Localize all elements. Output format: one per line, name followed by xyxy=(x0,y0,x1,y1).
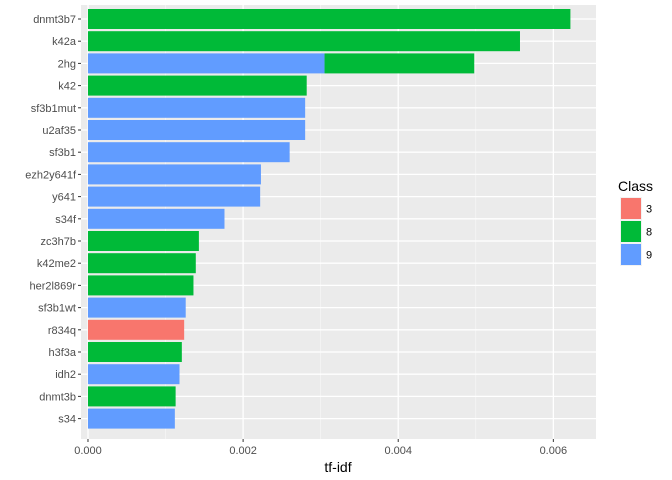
y-tick-label: s34 xyxy=(58,414,76,426)
legend-label-9: 9 xyxy=(646,250,652,262)
bar-u2af35-class-9 xyxy=(87,120,306,140)
y-tick-label: u2af35 xyxy=(42,125,76,137)
bar-her2l869r-class-8 xyxy=(87,275,194,296)
bars xyxy=(87,9,571,429)
bar-s34-class-9 xyxy=(87,408,175,429)
y-tick-label: her2l869r xyxy=(30,280,77,292)
x-axis-title: tf-idf xyxy=(324,459,351,475)
bar-ezh2y641f-class-9 xyxy=(87,164,261,185)
bar-dnmt3b7-class-8 xyxy=(87,9,571,29)
x-tick-label: 0.000 xyxy=(74,445,102,457)
y-tick-label: zc3h7b xyxy=(41,236,76,248)
bar-2hg-class-9 xyxy=(87,53,325,74)
legend: Class 3 8 9 xyxy=(618,178,653,266)
y-tick-label: sf3b1 xyxy=(49,147,76,159)
x-tick-label: 0.004 xyxy=(384,445,412,457)
y-axis: dnmt3b7 k42a 2hg k42 sf3b1mut u2af35 sf3b1 ezh2… xyxy=(25,14,81,426)
y-tick-label: s34f xyxy=(55,214,77,226)
y-tick-label: idh2 xyxy=(55,369,76,381)
bar-2hg-class-8 xyxy=(324,53,475,74)
x-tick-label: 0.006 xyxy=(540,445,568,457)
y-tick-label: h3f3a xyxy=(48,347,76,359)
bar-h3f3a-class-8 xyxy=(87,342,182,362)
bar-k42-class-8 xyxy=(87,75,307,96)
y-tick-label: ezh2y641f xyxy=(25,169,77,181)
y-tick-label: sf3b1mut xyxy=(31,103,76,115)
legend-key-9 xyxy=(621,244,641,265)
legend-title: Class xyxy=(618,178,653,194)
legend-label-3: 3 xyxy=(646,204,652,216)
bar-sf3b1wt-class-9 xyxy=(87,297,186,318)
bar-sf3b1mut-class-9 xyxy=(87,97,306,118)
legend-key-3 xyxy=(621,198,641,219)
bar-k42a-class-8 xyxy=(87,31,520,52)
y-tick-label: 2hg xyxy=(58,58,76,70)
bar-y641-class-9 xyxy=(87,186,261,207)
y-tick-label: r834q xyxy=(48,325,76,337)
bar-dnmt3b-class-8 xyxy=(87,386,176,407)
bar-zc3h7b-class-8 xyxy=(87,231,199,251)
y-tick-label: k42 xyxy=(58,81,76,93)
bar-idh2-class-9 xyxy=(87,364,180,385)
legend-label-8: 8 xyxy=(646,227,652,239)
x-tick-label: 0.002 xyxy=(229,445,257,457)
legend-key-8 xyxy=(621,221,641,242)
y-tick-label: y641 xyxy=(52,192,76,204)
x-axis: 0.000 0.002 0.004 0.006 xyxy=(74,439,567,457)
y-tick-label: k42a xyxy=(52,36,77,48)
bar-k42me2-class-8 xyxy=(87,253,196,274)
y-tick-label: dnmt3b7 xyxy=(33,14,76,26)
y-tick-label: sf3b1wt xyxy=(38,303,76,315)
bar-r834q-class-3 xyxy=(87,319,185,340)
bar-s34f-class-9 xyxy=(87,208,225,229)
bar-sf3b1-class-9 xyxy=(87,142,290,163)
y-tick-label: dnmt3b xyxy=(39,391,76,403)
y-tick-label: k42me2 xyxy=(37,258,76,270)
